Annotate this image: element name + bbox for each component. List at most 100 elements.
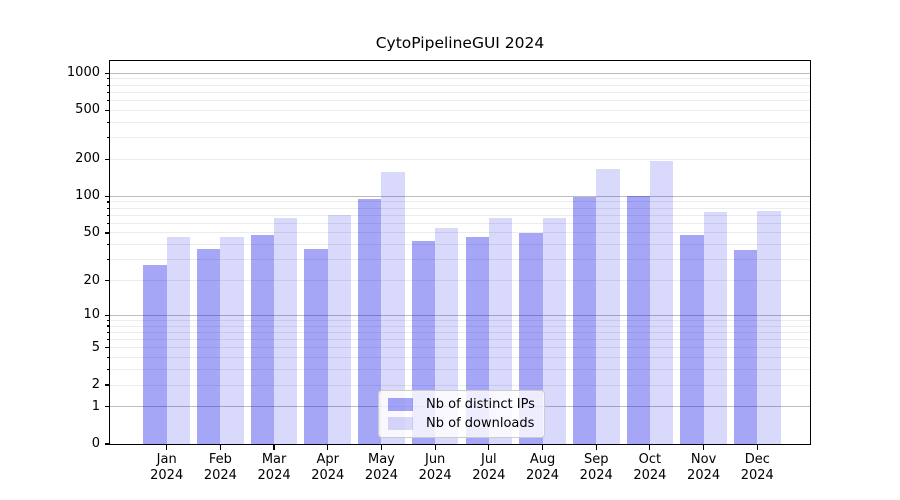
x-tick-label: Sep 2024 <box>579 452 613 483</box>
y-minor-tick <box>107 222 110 224</box>
bar-dec-nb-of-downloads <box>757 210 781 444</box>
gridline-minor <box>110 121 810 123</box>
y-minor-tick <box>107 232 110 234</box>
bar-aug-nb-of-downloads <box>542 218 566 444</box>
gridline-minor <box>110 259 810 261</box>
y-tick-label: 10 <box>83 307 100 323</box>
y-tick-label: 0 <box>91 436 100 451</box>
x-tick-label: Dec 2024 <box>740 452 774 483</box>
y-tick-label: 100 <box>75 188 100 204</box>
gridline-minor <box>110 232 810 234</box>
y-minor-tick <box>107 357 110 359</box>
gridline-minor <box>110 222 810 224</box>
bar-may-nb-of-downloads <box>381 171 405 444</box>
bar-nov-nb-of-downloads <box>703 211 727 444</box>
gridline-minor <box>110 158 810 160</box>
y-tick <box>105 314 110 316</box>
y-minor-tick <box>107 84 110 86</box>
y-tick-label: 2 <box>91 377 100 393</box>
bar-nov-nb-of-distinct-ips <box>680 235 704 444</box>
gridline-minor <box>110 347 810 349</box>
legend: Nb of distinct IPs Nb of downloads <box>378 390 545 438</box>
x-tick <box>488 444 490 450</box>
x-tick-label: Jul 2024 <box>472 452 506 483</box>
y-minor-tick <box>107 384 110 386</box>
x-tick <box>649 444 651 450</box>
bar-jan-nb-of-downloads <box>166 237 190 444</box>
x-tick-label: Aug 2024 <box>525 452 560 483</box>
bar-apr-nb-of-distinct-ips <box>304 248 328 444</box>
gridline-minor <box>110 100 810 102</box>
y-minor-tick <box>107 214 110 216</box>
x-tick-label: Jun 2024 <box>418 452 452 483</box>
legend-label-downloads: Nb of downloads <box>426 416 535 431</box>
gridline-minor <box>110 78 810 80</box>
x-tick <box>273 444 275 450</box>
y-minor-tick <box>107 100 110 102</box>
y-tick-label: 1 <box>91 398 100 414</box>
gridline-minor <box>110 331 810 333</box>
x-tick <box>219 444 221 450</box>
bar-jan-nb-of-distinct-ips <box>143 265 167 444</box>
x-tick <box>434 444 436 450</box>
gridline-minor <box>110 91 810 93</box>
legend-row-distinct-ips: Nb of distinct IPs <box>388 397 535 412</box>
y-tick-label: 20 <box>83 272 100 288</box>
gridline-minor <box>110 207 810 209</box>
y-tick-label: 500 <box>75 102 100 118</box>
y-minor-tick <box>107 347 110 349</box>
chart-title: CytoPipelineGUI 2024 <box>375 34 545 52</box>
y-tick-label: 50 <box>83 224 100 240</box>
gridline-major <box>110 314 810 316</box>
y-tick-label: 200 <box>75 151 100 167</box>
gridline-minor <box>110 137 810 139</box>
gridline-minor <box>110 280 810 282</box>
gridline-minor <box>110 357 810 359</box>
bar-sep-nb-of-downloads <box>596 169 620 444</box>
x-tick <box>756 444 758 450</box>
y-minor-tick <box>107 109 110 111</box>
y-minor-tick <box>107 244 110 246</box>
x-tick <box>327 444 329 450</box>
y-minor-tick <box>107 325 110 327</box>
gridline-minor <box>110 339 810 341</box>
y-minor-tick <box>107 338 110 341</box>
y-minor-tick <box>107 369 110 371</box>
y-minor-tick <box>107 319 110 322</box>
y-tick-label: 1000 <box>66 65 100 81</box>
legend-swatch-distinct-ips <box>388 398 413 411</box>
y-minor-tick <box>107 137 110 139</box>
gridline-minor <box>110 319 810 321</box>
y-tick <box>105 195 110 197</box>
y-tick <box>105 72 110 74</box>
x-tick-label: May 2024 <box>364 452 398 483</box>
x-tick-label: Apr 2024 <box>311 452 345 483</box>
y-minor-tick <box>107 331 110 333</box>
gridline-minor <box>110 244 810 246</box>
y-tick <box>105 406 110 408</box>
x-tick <box>541 444 544 450</box>
gridline-minor <box>110 369 810 371</box>
gridline-minor <box>110 325 810 327</box>
x-tick-label: Oct 2024 <box>633 452 667 483</box>
gridline-major <box>110 72 810 74</box>
bar-mar-nb-of-downloads <box>274 218 298 444</box>
x-tick-label: Feb 2024 <box>203 452 237 483</box>
x-tick <box>595 444 597 450</box>
gridline-minor <box>110 214 810 216</box>
y-minor-tick <box>107 91 110 93</box>
y-minor-tick <box>107 158 110 160</box>
y-minor-tick <box>107 78 110 80</box>
y-minor-tick <box>107 259 110 261</box>
y-minor-tick <box>107 280 110 282</box>
bar-oct-nb-of-downloads <box>649 161 674 444</box>
x-tick <box>166 444 168 450</box>
x-tick <box>380 444 383 450</box>
legend-swatch-downloads <box>388 417 413 430</box>
bar-mar-nb-of-distinct-ips <box>250 235 275 444</box>
plot-area <box>109 60 811 445</box>
gridline-minor <box>110 384 810 386</box>
gridline-minor <box>110 201 810 203</box>
bar-may-nb-of-distinct-ips <box>358 198 382 444</box>
